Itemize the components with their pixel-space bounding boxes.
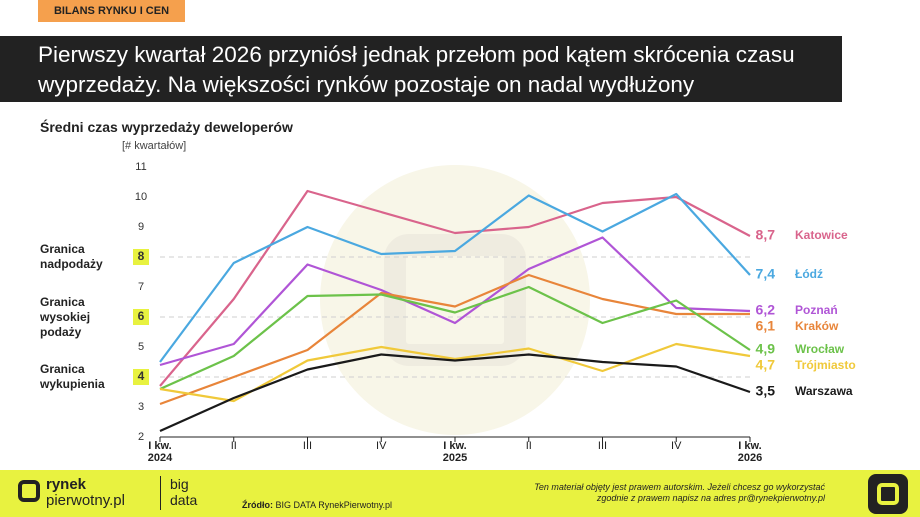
x-tick-label: IV — [671, 440, 682, 452]
tick-highlight — [133, 249, 149, 265]
series-line — [159, 236, 751, 367]
source-text: BIG DATA RynekPierwotny.pl — [275, 500, 393, 510]
y-tick-label: 7 — [138, 281, 144, 293]
series-name: Wrocław — [795, 342, 845, 356]
divider — [160, 476, 161, 510]
x-tick-label: III — [302, 440, 313, 452]
series-name: Warszawa — [795, 384, 853, 398]
chart-title: Średni czas wyprzedaży deweloperów — [40, 119, 293, 135]
series-line — [159, 189, 751, 387]
value-label: 6,2 — [756, 302, 776, 318]
value-label: 8,7 — [756, 227, 776, 243]
y-tick-label: 5 — [138, 341, 144, 353]
value-label: 7,4 — [756, 266, 776, 282]
x-tick-label: II — [230, 440, 237, 452]
x-tick-label: IV — [376, 440, 387, 452]
series-name: Kraków — [795, 319, 839, 333]
value-label: 4,7 — [756, 357, 776, 373]
watermark — [384, 234, 526, 366]
logo-text: data — [170, 492, 198, 508]
y-tick-label: 9 — [138, 221, 144, 233]
tick-highlight — [133, 369, 149, 385]
slide-title: Pierwszy kwartał 2026 przyniósł jednak p… — [0, 36, 842, 102]
logo-text: pierwotny.pl — [46, 492, 125, 509]
series-line — [159, 192, 751, 363]
y-axis-label: [# kwartałów] — [122, 140, 187, 152]
logo-text: big — [170, 476, 189, 492]
x-tick-label: I kw. 2024 — [147, 440, 173, 464]
value-label: 6,1 — [756, 318, 776, 334]
y-tick-label: 3 — [138, 401, 144, 413]
series-name: Katowice — [795, 228, 848, 242]
y-tick-label: 6 — [138, 309, 145, 323]
x-tick-label: I kw. 2025 — [442, 440, 468, 464]
y-tick-label: 4 — [138, 369, 145, 383]
logo-icon — [18, 480, 40, 502]
series-name: Trójmiasto — [795, 358, 856, 372]
source: Źródło: BIG DATA RynekPierwotny.pl — [242, 500, 392, 510]
logo-text: rynek — [46, 476, 87, 493]
y-tick-label: 2 — [138, 431, 144, 443]
value-label: 4,9 — [756, 341, 776, 357]
series-name: Poznań — [795, 303, 838, 317]
series-name: Łódź — [795, 267, 823, 281]
footer: rynek pierwotny.pl big data Źródło: BIG … — [0, 470, 920, 517]
x-tick-label: III — [597, 440, 608, 452]
y-tick-label: 8 — [138, 249, 145, 263]
reference-label: Granica wykupienia — [40, 362, 105, 391]
value-label: 3,5 — [756, 383, 776, 399]
tick-highlight — [133, 309, 149, 325]
section-tag: BILANS RYNKU I CEN — [38, 0, 185, 22]
series-line — [159, 285, 751, 391]
reference-label: Granica nadpodaży — [40, 242, 103, 271]
copyright: Ten materiał objęty jest prawem autorski… — [534, 482, 825, 503]
watermark — [320, 165, 590, 435]
y-tick-label: 11 — [135, 161, 146, 173]
series-line — [159, 353, 751, 433]
corner-icon — [868, 474, 908, 514]
y-tick-label: 10 — [135, 191, 147, 203]
reference-label: Granica wysokiej podaży — [40, 294, 91, 339]
corner-icon-inner — [877, 483, 899, 505]
source-label: Źródło: — [242, 500, 273, 510]
x-tick-label: I kw. 2026 — [737, 440, 763, 464]
x-tick-label: II — [525, 440, 532, 452]
